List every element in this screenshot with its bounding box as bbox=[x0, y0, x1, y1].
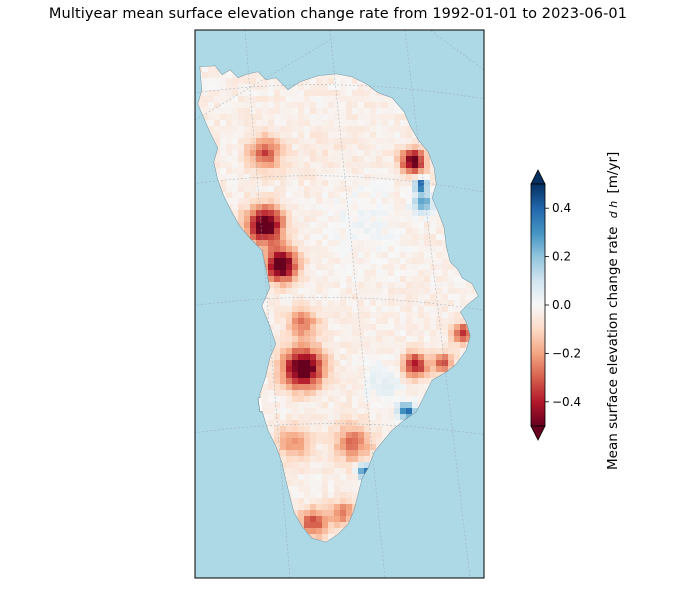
colorbar-label: Mean surface elevation change rate d h [… bbox=[605, 152, 621, 470]
colorbar-extend-top bbox=[530, 169, 546, 185]
graticule bbox=[195, 30, 484, 578]
map-frame bbox=[194, 29, 485, 579]
map-title: Multiyear mean surface elevation change … bbox=[48, 6, 628, 22]
colorbar-extend-bottom bbox=[530, 425, 546, 441]
colorbar-tick-label: 0.4 bbox=[552, 201, 571, 215]
colorbar: 0.4 0.2 0.0 −0.2 −0.4 Mean surface elevation… bbox=[530, 152, 621, 470]
colorbar-body bbox=[530, 183, 546, 427]
colorbar-tick-label: 0.0 bbox=[552, 298, 571, 312]
colorbar-tick-label: 0.2 bbox=[552, 250, 571, 264]
colorbar-tick-label: −0.4 bbox=[552, 395, 581, 409]
colorbar-tick-label: −0.2 bbox=[552, 346, 581, 360]
